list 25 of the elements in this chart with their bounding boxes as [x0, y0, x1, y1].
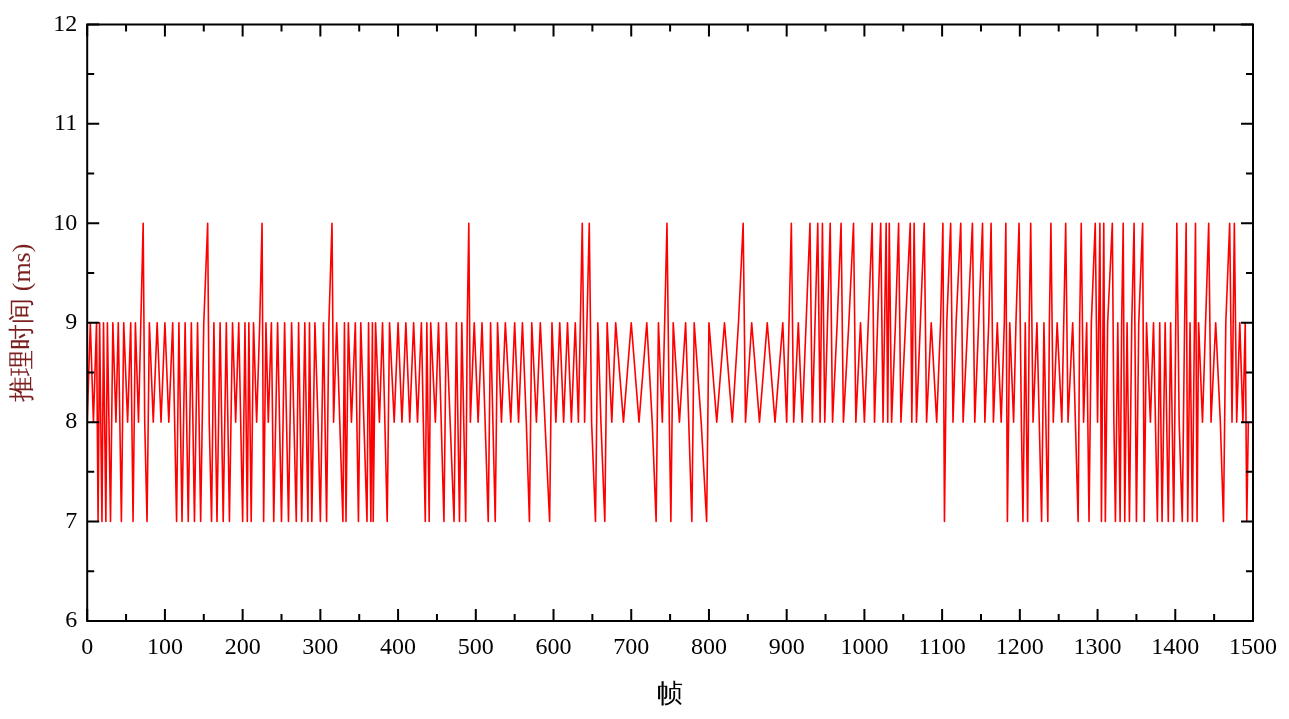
x-tick-label: 1500 [1229, 632, 1277, 659]
y-tick-label: 6 [65, 606, 78, 633]
y-tick-label: 10 [53, 208, 78, 235]
x-tick-label: 1300 [1073, 632, 1122, 659]
x-tick-label: 1200 [995, 632, 1044, 659]
y-tick-label: 8 [65, 407, 78, 434]
x-tick-label: 0 [81, 632, 94, 659]
x-tick-label: 900 [768, 632, 805, 659]
y-tick-label: 11 [54, 109, 78, 136]
x-tick-label: 200 [224, 632, 261, 659]
y-tick-label: 9 [65, 308, 78, 334]
x-tick-label: 1100 [918, 632, 966, 659]
x-axis-title: 帧 [657, 679, 684, 709]
y-tick-label: 12 [53, 9, 78, 36]
x-tick-label: 400 [380, 632, 417, 659]
x-tick-label: 100 [146, 632, 183, 659]
x-tick-label: 300 [302, 632, 339, 659]
x-tick-label: 700 [613, 632, 650, 659]
x-tick-label: 800 [690, 632, 727, 659]
x-tick-label: 600 [535, 632, 572, 659]
y-tick-label: 7 [65, 506, 78, 533]
x-tick-label: 1000 [840, 632, 889, 659]
y-axis-title: 推理时间 (ms) [7, 243, 37, 402]
x-tick-label: 1400 [1151, 632, 1200, 659]
x-tick-label: 500 [457, 632, 494, 659]
